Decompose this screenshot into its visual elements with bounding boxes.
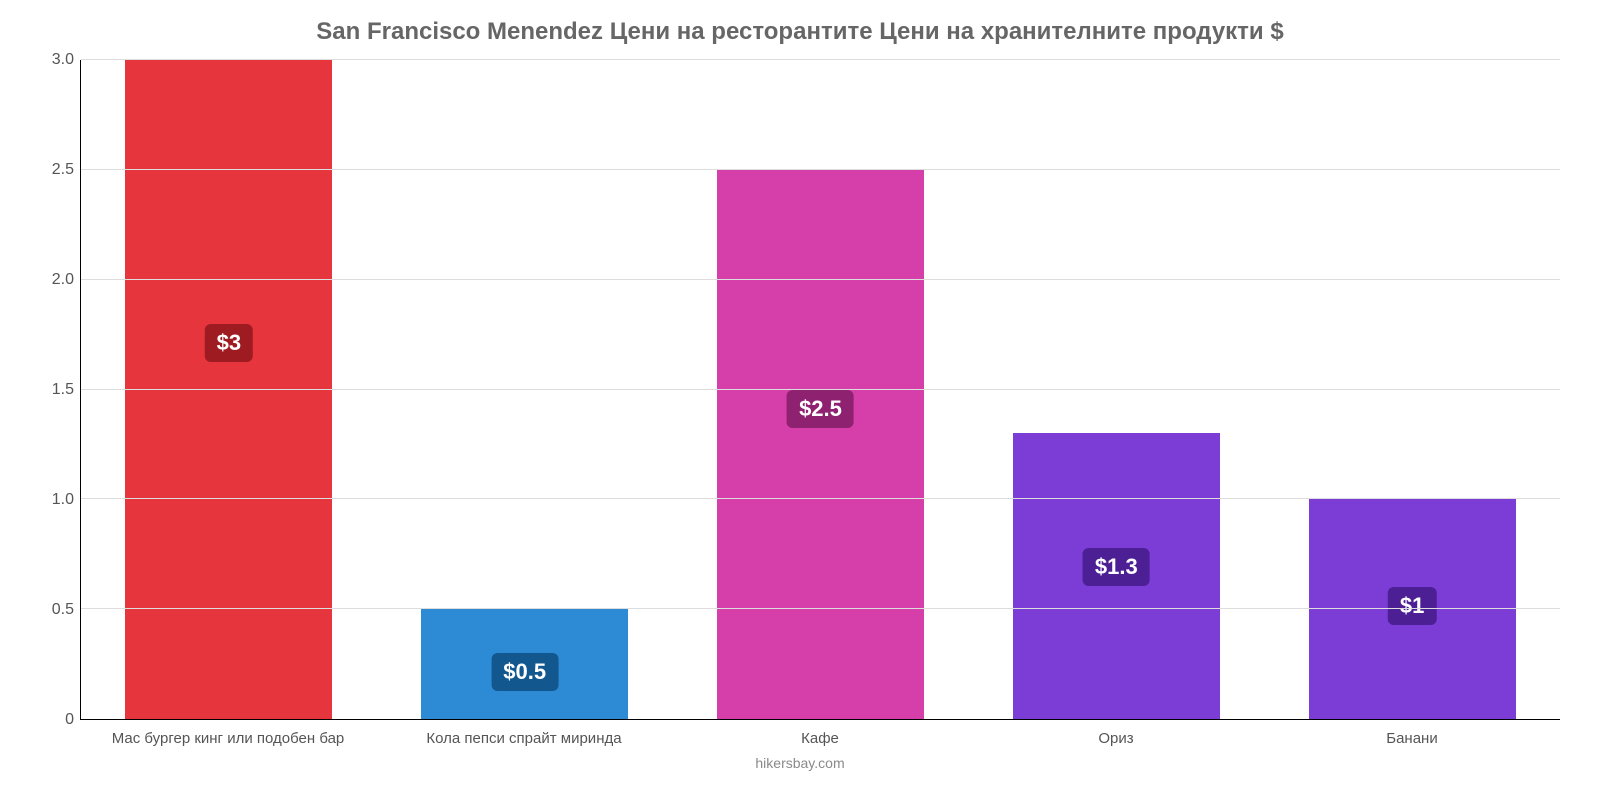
gridline <box>81 608 1560 609</box>
value-badge: $2.5 <box>787 390 854 428</box>
y-tick-label: 1.5 <box>52 381 74 399</box>
x-tick-label: Ориз <box>968 720 1264 747</box>
y-tick-label: 0 <box>65 711 74 729</box>
x-tick-label: Банани <box>1264 720 1560 747</box>
y-tick-label: 3.0 <box>52 51 74 69</box>
plot-area: $3 $0.5 $2.5 $1.3 $1 <box>80 60 1560 720</box>
x-axis-labels: Мас бургер кинг или подобен барКола пепс… <box>80 720 1560 747</box>
price-bar-chart: San Francisco Menendez Цени на ресторант… <box>0 0 1600 800</box>
value-badge: $1 <box>1388 587 1436 625</box>
chart-plot-row: 00.51.01.52.02.53.0 $3$0.5$2.5$1.3$1 <box>40 60 1560 720</box>
chart-title: San Francisco Menendez Цени на ресторант… <box>40 18 1560 46</box>
x-tick-label: Кафе <box>672 720 968 747</box>
value-badge: $3 <box>205 324 253 362</box>
bar-slot: $0.5 <box>377 60 673 719</box>
bar-slot: $3 <box>81 60 377 719</box>
bar: $3 <box>125 60 332 719</box>
x-tick-label: Мас бургер кинг или подобен бар <box>80 720 376 747</box>
value-badge: $0.5 <box>491 653 558 691</box>
bar-slot: $1.3 <box>968 60 1264 719</box>
value-badge: $1.3 <box>1083 548 1150 586</box>
gridline <box>81 59 1560 60</box>
gridline <box>81 279 1560 280</box>
bar: $1.3 <box>1013 433 1220 719</box>
bars-container: $3 $0.5 $2.5 $1.3 $1 <box>81 60 1560 719</box>
gridline <box>81 498 1560 499</box>
bar: $2.5 <box>717 170 924 719</box>
y-tick-label: 0.5 <box>52 601 74 619</box>
y-tick-label: 1.0 <box>52 491 74 509</box>
bar: $1 <box>1309 499 1516 719</box>
chart-footer: hikersbay.com <box>40 755 1560 771</box>
x-tick-label: Кола пепси спрайт миринда <box>376 720 672 747</box>
bar-slot: $1 <box>1264 60 1560 719</box>
gridline <box>81 389 1560 390</box>
bar: $0.5 <box>421 609 628 719</box>
y-tick-label: 2.5 <box>52 161 74 179</box>
y-tick-label: 2.0 <box>52 271 74 289</box>
gridline <box>81 169 1560 170</box>
bar-slot: $2.5 <box>673 60 969 719</box>
y-axis: 00.51.01.52.02.53.0 <box>40 60 80 720</box>
